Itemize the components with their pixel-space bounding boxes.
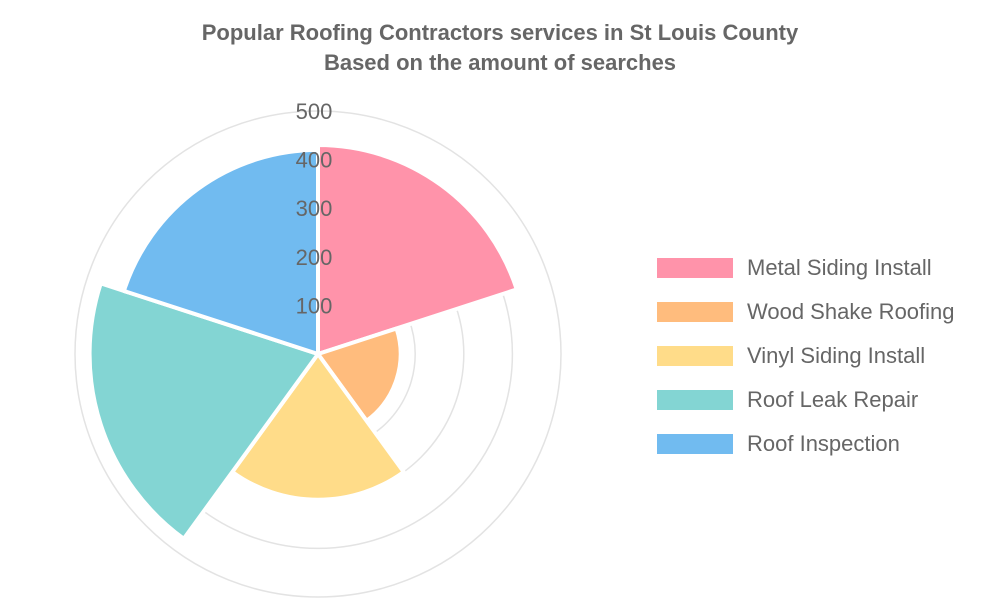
legend-label: Vinyl Siding Install xyxy=(747,343,926,368)
sector-roof-inspection[interactable] xyxy=(121,147,320,356)
grid-circle xyxy=(74,110,562,598)
sector-metal-siding-install[interactable] xyxy=(316,143,519,356)
legend-label: Roof Inspection xyxy=(747,431,900,456)
legend-swatch xyxy=(657,258,733,278)
tick-label: 200 xyxy=(296,245,333,270)
legend-label: Roof Leak Repair xyxy=(747,387,919,412)
chart-legend: Metal Siding Install Wood Shake Roofing Vi… xyxy=(657,246,955,466)
sector-vinyl-siding-install[interactable] xyxy=(230,352,406,502)
legend-label: Wood Shake Roofing xyxy=(747,299,955,324)
legend-swatch xyxy=(657,302,733,322)
sector-wood-shake-roofing[interactable] xyxy=(316,326,403,423)
legend-swatch xyxy=(657,434,733,454)
legend-item[interactable]: Vinyl Siding Install xyxy=(657,334,955,378)
tick-label: 500 xyxy=(296,99,333,124)
tick-label: 400 xyxy=(296,148,333,173)
sector-group xyxy=(87,143,519,541)
legend-swatch xyxy=(657,390,733,410)
chart-title: Popular Roofing Contractors services in … xyxy=(201,20,799,45)
tick-label: 100 xyxy=(296,293,333,318)
tick-label: 300 xyxy=(296,196,333,221)
radial-tick-labels: 100 200 300 400 500 xyxy=(296,99,333,318)
legend-label: Metal Siding Install xyxy=(747,255,932,280)
legend-item[interactable]: Roof Leak Repair xyxy=(657,378,955,422)
sector-roof-leak-repair[interactable] xyxy=(87,281,320,541)
legend-item[interactable]: Metal Siding Install xyxy=(657,246,955,290)
legend-item[interactable]: Roof Inspection xyxy=(657,422,955,466)
chart-subtitle: Based on the amount of searches xyxy=(323,50,677,75)
legend-swatch xyxy=(657,346,733,366)
chart-title-block: Popular Roofing Contractors services in … xyxy=(0,18,1000,78)
legend-item[interactable]: Wood Shake Roofing xyxy=(657,290,955,334)
